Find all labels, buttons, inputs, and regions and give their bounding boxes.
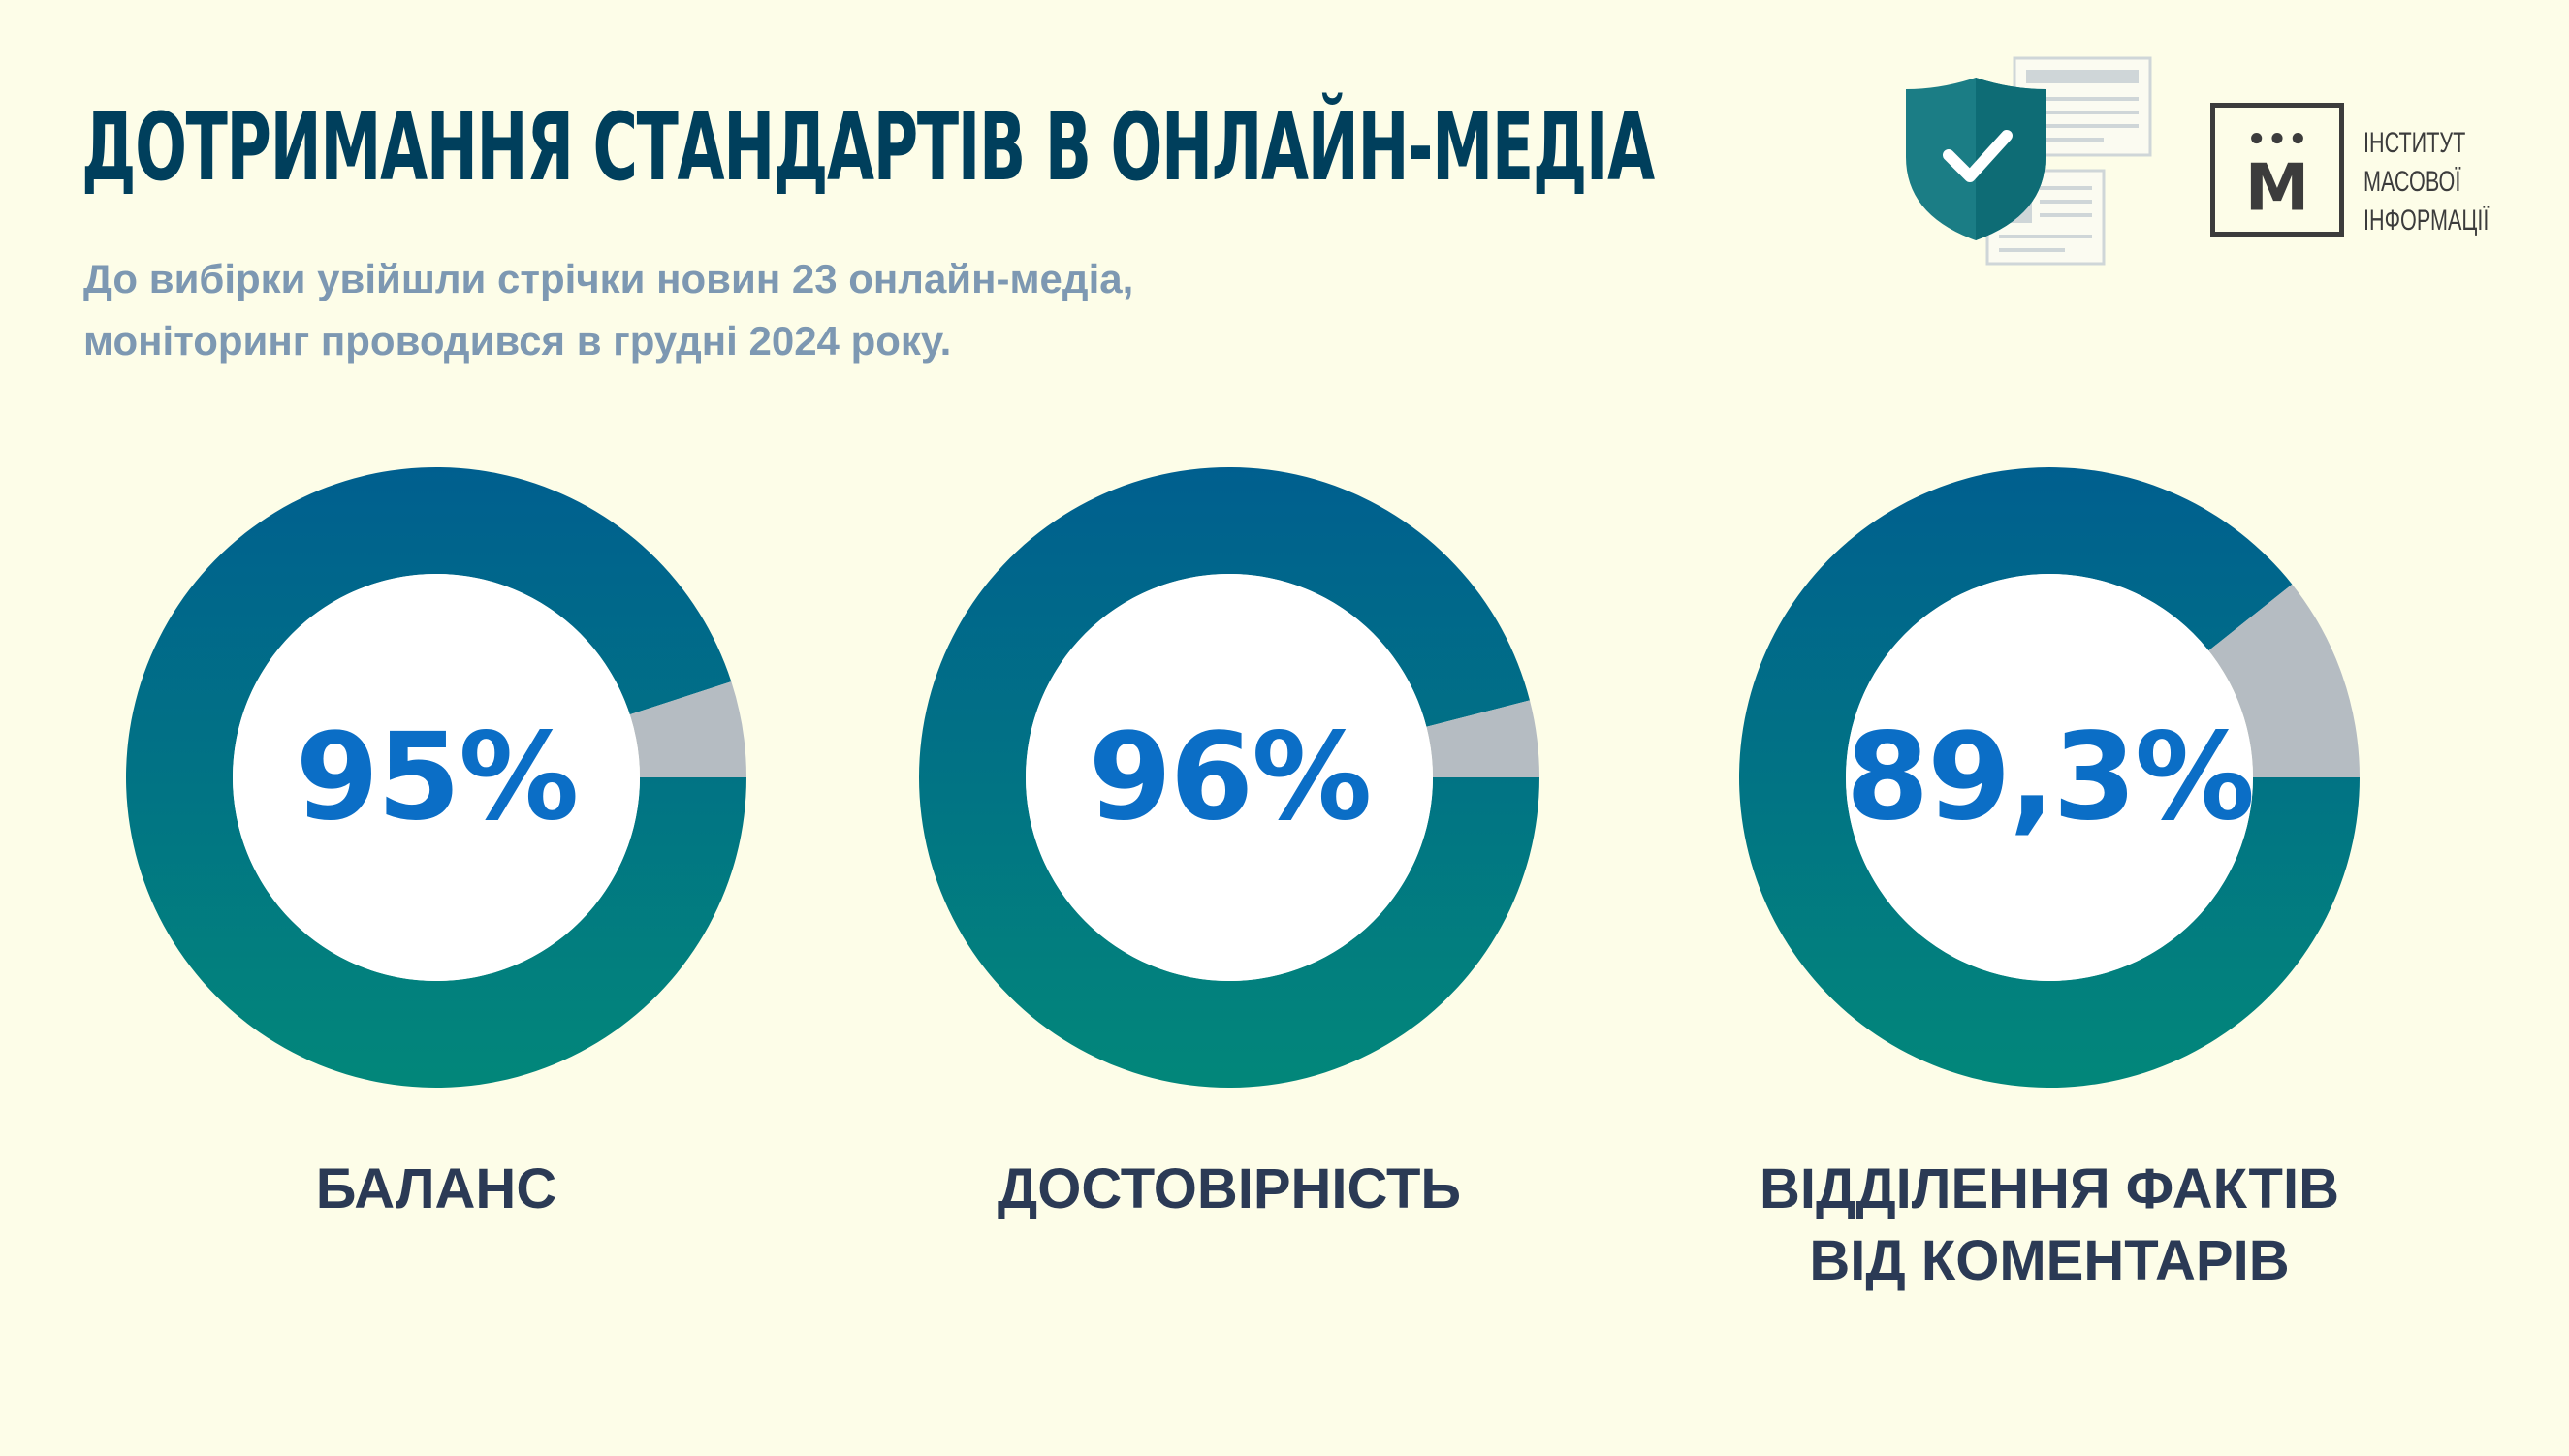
donut-slice-main [918,467,1539,1088]
donut-slice-rest [2208,584,2360,777]
donut-slice-rest [1426,700,1539,777]
donut-slice-rest [629,681,746,777]
logo-line-1: ІНСТИТУТ [2363,127,2466,159]
label-line-1: БАЛАНС [315,1157,557,1220]
donut-svg [126,467,747,1088]
donut-hole [233,574,640,981]
donut-slice-main [126,467,747,1088]
page-subtitle: До вибірки увійшли стрічки новин 23 онла… [83,248,1133,372]
shield-check-icon [1906,56,2152,266]
logo-line-2: МАСОВОЇ [2363,166,2461,198]
institute-logo: М ІНСТИТУТ МАСОВОЇ ІНФОРМАЦІЇ [2210,103,2493,246]
donut-chart-balance: 95% [116,458,756,1097]
label-reliability: ДОСТОВІРНІСТЬ [890,1154,1569,1225]
donut-chart-facts-comments: 89,3% [1729,458,2369,1097]
label-line-2: ВІД КОМЕНТАРІВ [1809,1229,2290,1292]
percent-value: 89,3% [1845,708,2255,847]
donut-chart-reliability: 96% [909,458,1549,1097]
donut-svg [918,467,1539,1088]
subtitle-line-1: До вибірки увійшли стрічки новин 23 онла… [83,256,1134,301]
percent-value: 96% [1088,708,1373,847]
logo-text: ІНСТИТУТ МАСОВОЇ ІНФОРМАЦІЇ [2363,124,2489,240]
subtitle-line-2: моніторинг проводився в грудні 2024 року… [83,318,952,364]
label-line-1: ВІДДІЛЕННЯ ФАКТІВ [1760,1157,2339,1220]
donut-hole [1846,574,2253,981]
donut-svg [1739,466,2360,1088]
logo-letter: М [2245,150,2309,226]
label-line-1: ДОСТОВІРНІСТЬ [997,1157,1462,1220]
percent-value: 95% [295,708,580,847]
logo-mark: М [2210,103,2344,237]
logo-line-3: ІНФОРМАЦІЇ [2363,205,2490,237]
page-title: ДОТРИМАННЯ СТАНДАРТІВ В ОНЛАЙН-МЕДІА [81,93,1655,202]
label-balance: БАЛАНС [97,1154,776,1225]
label-facts-comments: ВІДДІЛЕННЯ ФАКТІВ ВІД КОМЕНТАРІВ [1710,1154,2389,1297]
donut-hole [1026,574,1433,981]
donut-slice-main [1739,466,2360,1088]
